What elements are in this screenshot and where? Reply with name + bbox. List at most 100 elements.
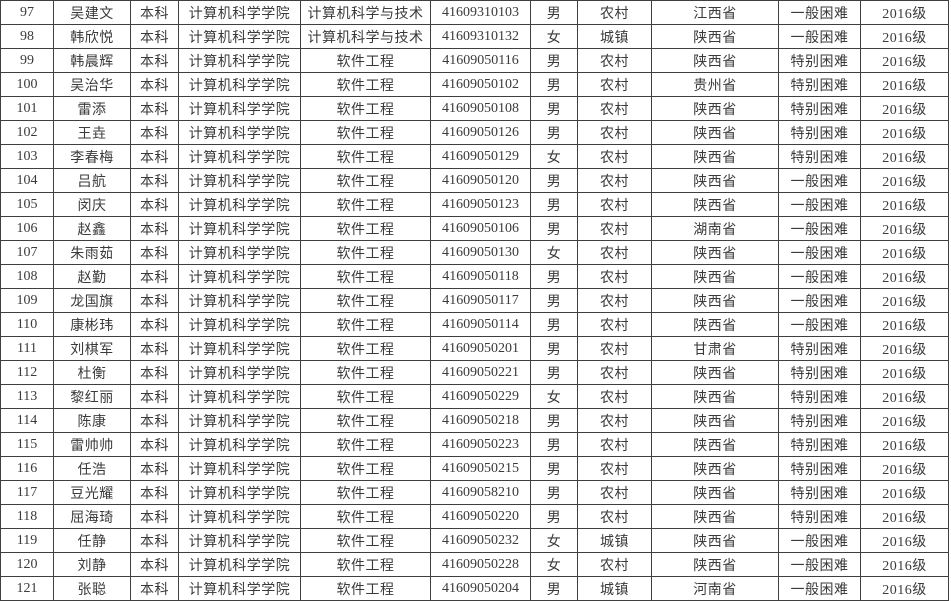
- table-row: 109 龙国旗 本科 计算机科学学院 软件工程 41609050117 男农村 陕西省 一般困难…: [0, 288, 949, 313]
- level-cell: 本科: [130, 120, 179, 145]
- name-cell: 雷帅帅: [53, 432, 131, 457]
- college-cell: 计算机科学学院: [178, 336, 301, 361]
- province-cell: 陕西省: [651, 504, 779, 529]
- difficulty-cell: 特别困难: [778, 456, 861, 481]
- grade-cell: 2016级: [860, 24, 949, 49]
- level-cell: 本科: [130, 408, 179, 433]
- difficulty-cell: 一般困难: [778, 216, 861, 241]
- grade-cell: 2016级: [860, 504, 949, 529]
- row-number-cell: 100: [0, 72, 54, 97]
- table-row: 120 刘静 本科 计算机科学学院 软件工程 41609050228 女农村 陕西省 一般困难 2…: [0, 552, 949, 577]
- gender-cell: 男: [530, 96, 578, 121]
- student-id-cell: 41609050129: [430, 144, 531, 169]
- level-cell: 本科: [130, 312, 179, 337]
- province-cell: 江西省: [651, 0, 779, 25]
- level-cell: 本科: [130, 216, 179, 241]
- name-cell: 吴建文: [53, 0, 131, 25]
- college-cell: 计算机科学学院: [178, 552, 301, 577]
- student-id-cell: 41609050123: [430, 192, 531, 217]
- major-cell: 软件工程: [300, 72, 431, 97]
- level-cell: 本科: [130, 336, 179, 361]
- level-cell: 本科: [130, 504, 179, 529]
- residence-cell: 农村: [577, 168, 652, 193]
- row-number-cell: 112: [0, 360, 54, 385]
- province-cell: 陕西省: [651, 552, 779, 577]
- level-cell: 本科: [130, 168, 179, 193]
- name-cell: 张聪: [53, 576, 131, 601]
- student-id-cell: 41609058210: [430, 480, 531, 505]
- student-id-cell: 41609050215: [430, 456, 531, 481]
- major-cell: 软件工程: [300, 48, 431, 73]
- grade-cell: 2016级: [860, 120, 949, 145]
- grade-cell: 2016级: [860, 384, 949, 409]
- student-id-cell: 41609050201: [430, 336, 531, 361]
- student-id-cell: 41609050218: [430, 408, 531, 433]
- difficulty-cell: 特别困难: [778, 120, 861, 145]
- difficulty-cell: 特别困难: [778, 408, 861, 433]
- name-cell: 龙国旗: [53, 288, 131, 313]
- major-cell: 计算机科学与技术: [300, 24, 431, 49]
- student-id-cell: 41609310132: [430, 24, 531, 49]
- name-cell: 韩晨辉: [53, 48, 131, 73]
- major-cell: 软件工程: [300, 480, 431, 505]
- residence-cell: 农村: [577, 480, 652, 505]
- major-cell: 软件工程: [300, 192, 431, 217]
- major-cell: 软件工程: [300, 456, 431, 481]
- college-cell: 计算机科学学院: [178, 384, 301, 409]
- row-number-cell: 107: [0, 240, 54, 265]
- gender-cell: 男: [530, 432, 578, 457]
- difficulty-cell: 特别困难: [778, 144, 861, 169]
- grade-cell: 2016级: [860, 312, 949, 337]
- difficulty-cell: 一般困难: [778, 264, 861, 289]
- province-cell: 甘肃省: [651, 336, 779, 361]
- major-cell: 软件工程: [300, 288, 431, 313]
- province-cell: 陕西省: [651, 120, 779, 145]
- major-cell: 软件工程: [300, 360, 431, 385]
- level-cell: 本科: [130, 480, 179, 505]
- table-row: 107 朱雨茹 本科 计算机科学学院 软件工程 41609050130 女农村 陕西省 一般困难…: [0, 240, 949, 265]
- difficulty-cell: 特别困难: [778, 384, 861, 409]
- major-cell: 软件工程: [300, 552, 431, 577]
- gender-cell: 男: [530, 360, 578, 385]
- gender-cell: 男: [530, 504, 578, 529]
- grade-cell: 2016级: [860, 168, 949, 193]
- table-row: 97 吴建文 本科 计算机科学学院 计算机科学与技术 41609310103 男农村 江西省一…: [0, 0, 949, 25]
- name-cell: 韩欣悦: [53, 24, 131, 49]
- gender-cell: 男: [530, 120, 578, 145]
- residence-cell: 农村: [577, 504, 652, 529]
- name-cell: 杜衡: [53, 360, 131, 385]
- college-cell: 计算机科学学院: [178, 240, 301, 265]
- name-cell: 任浩: [53, 456, 131, 481]
- residence-cell: 农村: [577, 384, 652, 409]
- name-cell: 吴治华: [53, 72, 131, 97]
- name-cell: 闵庆: [53, 192, 131, 217]
- major-cell: 软件工程: [300, 216, 431, 241]
- level-cell: 本科: [130, 432, 179, 457]
- grade-cell: 2016级: [860, 216, 949, 241]
- college-cell: 计算机科学学院: [178, 120, 301, 145]
- table-row: 100 吴治华 本科 计算机科学学院 软件工程 41609050102 男农村 贵州省 特别困难…: [0, 72, 949, 97]
- grade-cell: 2016级: [860, 456, 949, 481]
- major-cell: 软件工程: [300, 432, 431, 457]
- row-number-cell: 113: [0, 384, 54, 409]
- table-row: 113 黎红丽 本科 计算机科学学院 软件工程 41609050229 女农村 陕西省 特别困难…: [0, 384, 949, 409]
- difficulty-cell: 特别困难: [778, 72, 861, 97]
- row-number-cell: 98: [0, 24, 54, 49]
- gender-cell: 男: [530, 480, 578, 505]
- gender-cell: 男: [530, 264, 578, 289]
- grade-cell: 2016级: [860, 360, 949, 385]
- major-cell: 软件工程: [300, 144, 431, 169]
- name-cell: 赵勤: [53, 264, 131, 289]
- name-cell: 豆光耀: [53, 480, 131, 505]
- name-cell: 刘静: [53, 552, 131, 577]
- gender-cell: 女: [530, 528, 578, 553]
- residence-cell: 农村: [577, 408, 652, 433]
- name-cell: 雷添: [53, 96, 131, 121]
- level-cell: 本科: [130, 528, 179, 553]
- province-cell: 陕西省: [651, 168, 779, 193]
- row-number-cell: 115: [0, 432, 54, 457]
- province-cell: 湖南省: [651, 216, 779, 241]
- grade-cell: 2016级: [860, 576, 949, 601]
